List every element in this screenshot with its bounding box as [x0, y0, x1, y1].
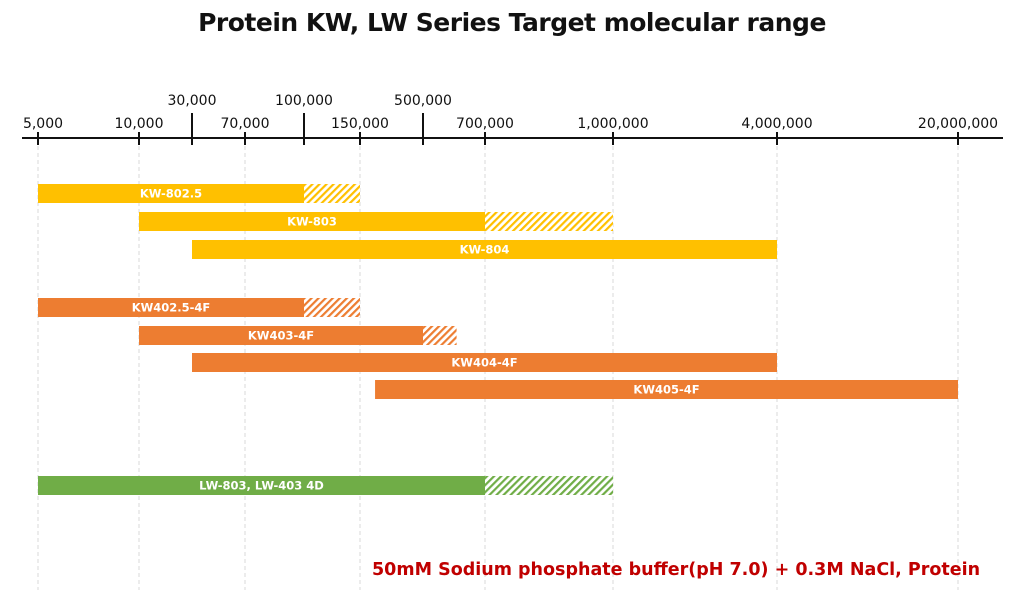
- bars: KW-802.5 KW-803 KW-804 KW402.5-4F KW403-4F KW…: [38, 184, 958, 495]
- bar: [375, 380, 958, 399]
- buffer-annotation: 50mM Sodium phosphate buffer(pH 7.0) + 0…: [372, 560, 981, 580]
- bar-label: KW404-4F: [451, 356, 517, 370]
- bar-extension-hatched: [304, 184, 360, 203]
- bar-group: KW-802.5: [38, 184, 360, 203]
- bar-extension-hatched: [485, 476, 613, 495]
- bar-group: KW405-4F: [375, 380, 958, 399]
- bar: [38, 476, 485, 495]
- x-tick-label: 4,000,000: [741, 116, 812, 132]
- bar-label: KW405-4F: [633, 383, 699, 397]
- bar: [139, 326, 423, 345]
- bar-extension-hatched: [304, 298, 360, 317]
- bar-group: KW-804: [192, 240, 777, 259]
- bar: [139, 212, 485, 231]
- chart-title: Protein KW, LW Series Target molecular r…: [198, 8, 826, 37]
- x-tick-label: 1,000,000: [577, 116, 648, 132]
- bar-label: KW402.5-4F: [132, 301, 211, 315]
- x-tick-label-upper: 100,000: [275, 93, 333, 109]
- bar-group: KW404-4F: [192, 353, 777, 372]
- bar-group: KW-803: [139, 212, 613, 231]
- bar-group: LW-803, LW-403 4D: [38, 476, 613, 495]
- x-tick-label-upper: 30,000: [168, 93, 217, 109]
- bar: [38, 298, 304, 317]
- bar-label: KW-802.5: [140, 187, 202, 201]
- x-tick-label: 5,000: [23, 116, 63, 132]
- bar-group: KW402.5-4F: [38, 298, 360, 317]
- bar: [38, 184, 304, 203]
- bar-extension-hatched: [423, 326, 457, 345]
- x-tick-label: 20,000,000: [918, 116, 998, 132]
- x-tick-label-upper: 500,000: [394, 93, 452, 109]
- bar-label: KW-803: [287, 215, 337, 229]
- x-axis: 5,000 10,000 70,000 150,000 700,000 1,000,000…: [22, 93, 1003, 145]
- bar-label: LW-803, LW-403 4D: [199, 479, 324, 493]
- bar-extension-hatched: [485, 212, 613, 231]
- x-tick-label: 70,000: [221, 116, 270, 132]
- bar: [192, 353, 777, 372]
- bar-label: KW403-4F: [248, 329, 314, 343]
- x-tick-label: 10,000: [115, 116, 164, 132]
- x-tick-label: 150,000: [331, 116, 389, 132]
- x-tick-label: 700,000: [456, 116, 514, 132]
- bar-group: KW403-4F: [139, 326, 457, 345]
- bar: [192, 240, 777, 259]
- bar-label: KW-804: [460, 243, 510, 257]
